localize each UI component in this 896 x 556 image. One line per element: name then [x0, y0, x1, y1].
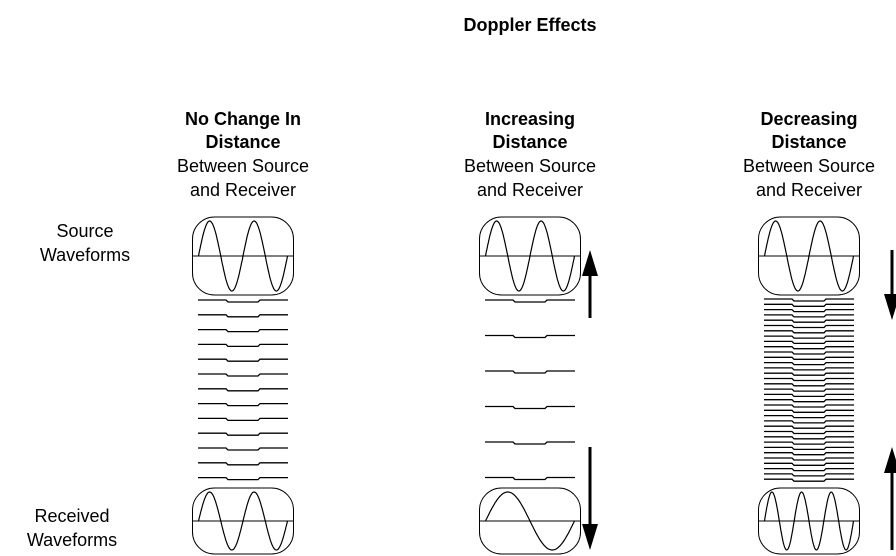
wavefront	[764, 399, 854, 403]
row-label: Waveforms	[27, 530, 117, 550]
wavefront	[198, 358, 288, 362]
column-subheading: and Receiver	[756, 180, 862, 200]
column-heading: Distance	[771, 132, 846, 152]
wavefront	[764, 303, 854, 307]
column-heading: No Change In	[185, 109, 301, 129]
wavefront	[764, 335, 854, 339]
wavefront	[764, 319, 854, 323]
wavefront	[764, 393, 854, 398]
row-label: Waveforms	[40, 245, 130, 265]
sine-wave	[484, 491, 576, 551]
wavefront	[764, 330, 854, 334]
sine-wave	[484, 220, 576, 292]
wavefront	[764, 388, 854, 392]
wavefront	[485, 476, 575, 481]
wavefront	[485, 299, 575, 303]
wavefront	[764, 356, 854, 360]
wavefront	[198, 462, 288, 466]
wavefront	[764, 361, 854, 366]
wavefront	[485, 405, 575, 410]
arrow-head	[582, 524, 598, 550]
wavefront	[764, 377, 854, 382]
wavefront	[198, 432, 288, 436]
wavefront	[764, 467, 854, 472]
title: Doppler Effects	[463, 15, 596, 35]
wavefront	[764, 314, 854, 318]
column-heading: Distance	[492, 132, 567, 152]
wavefront	[764, 409, 854, 413]
wavefront	[764, 367, 854, 371]
wavefront	[764, 383, 854, 387]
wavefront	[764, 478, 854, 482]
column-subheading: and Receiver	[190, 180, 296, 200]
wavefront	[764, 404, 854, 408]
sine-wave	[197, 220, 289, 292]
wavefront	[198, 447, 288, 451]
row-label: Received	[34, 506, 109, 526]
sine-wave	[763, 220, 855, 292]
arrow-head	[884, 447, 896, 473]
wavefront	[764, 462, 854, 466]
sine-wave	[763, 491, 855, 551]
column-heading: Distance	[205, 132, 280, 152]
wavefront	[764, 430, 854, 435]
wavefront	[764, 298, 854, 302]
wavefront	[198, 299, 288, 303]
wavefront	[764, 425, 854, 429]
wavefront	[764, 441, 854, 445]
column-heading: Decreasing	[760, 109, 857, 129]
wavefront	[198, 328, 288, 333]
wavefront	[764, 324, 854, 329]
wavefront	[198, 343, 288, 348]
wavefront	[764, 436, 854, 440]
wavefront	[764, 414, 854, 419]
wavefront	[485, 334, 575, 339]
wavefront	[764, 446, 854, 451]
column-heading: Increasing	[485, 109, 575, 129]
wavefront	[485, 441, 575, 445]
wavefront	[764, 346, 854, 350]
wavefront	[198, 373, 288, 377]
wavefront	[198, 314, 288, 318]
wavefront	[198, 402, 288, 407]
wavefront	[764, 473, 854, 477]
column-subheading: and Receiver	[477, 180, 583, 200]
wavefront	[764, 420, 854, 424]
column-subheading: Between Source	[464, 156, 596, 176]
wavefront	[198, 476, 288, 481]
column-subheading: Between Source	[177, 156, 309, 176]
wavefront	[764, 457, 854, 461]
column-subheading: Between Source	[743, 156, 875, 176]
wavefront	[764, 351, 854, 355]
wavefront	[764, 452, 854, 456]
wavefront	[764, 308, 854, 313]
arrow-head	[582, 250, 598, 276]
arrow-head	[884, 294, 896, 320]
wavefront	[198, 417, 288, 422]
wavefront	[485, 370, 575, 374]
sine-wave	[197, 491, 289, 551]
wavefront	[764, 372, 854, 376]
wavefront	[198, 388, 288, 392]
row-label: Source	[56, 221, 113, 241]
wavefront	[764, 340, 854, 345]
